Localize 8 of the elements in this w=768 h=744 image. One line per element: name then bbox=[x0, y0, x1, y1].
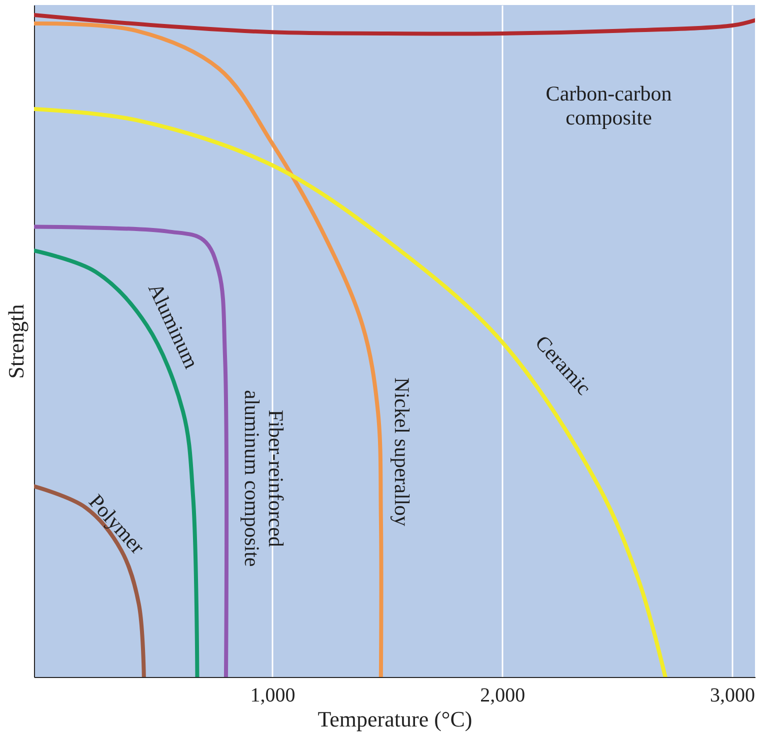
x-axis-title: Temperature (°C) bbox=[318, 706, 472, 732]
text: Carbon-carbon composite bbox=[546, 81, 672, 130]
x-tick-label: 1,000 bbox=[250, 684, 296, 706]
text: Nickel superalloy bbox=[390, 378, 414, 527]
text: Fiber-reinforced aluminum composite bbox=[240, 390, 288, 567]
x-tick-label: 3,000 bbox=[710, 684, 756, 706]
x-tick-label: 2,000 bbox=[480, 684, 526, 706]
y-axis-title: Strength bbox=[4, 304, 28, 379]
